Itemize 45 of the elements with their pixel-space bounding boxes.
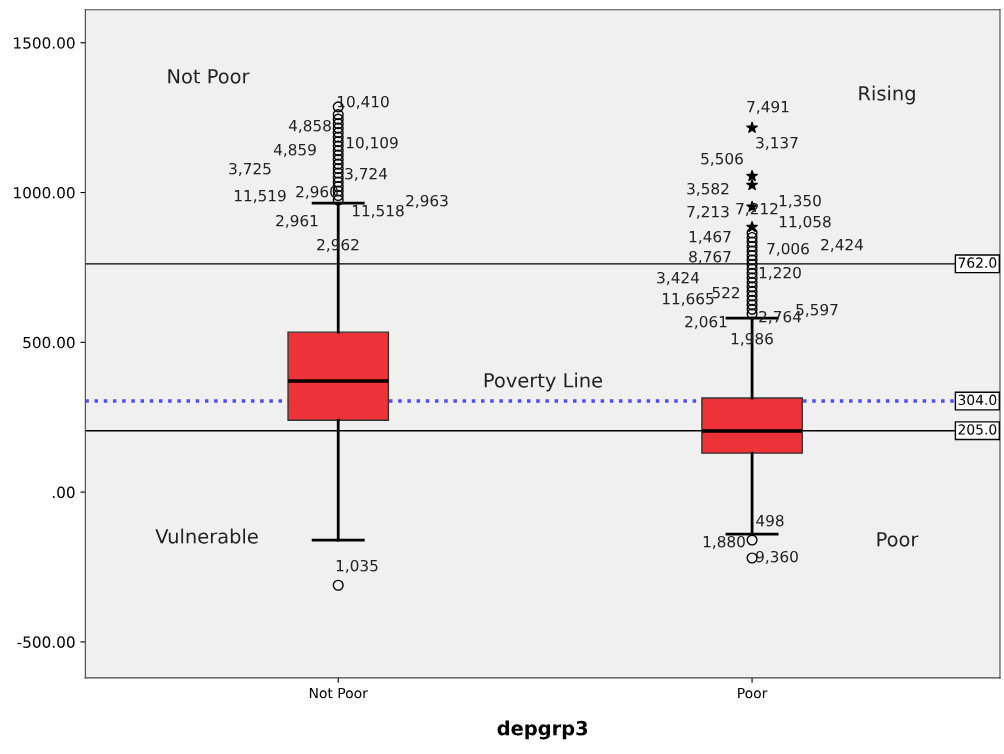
annotation: 8,767 bbox=[689, 250, 731, 264]
annotation: 7,006 bbox=[767, 242, 809, 256]
annotation: Poor bbox=[877, 532, 919, 547]
annotation: 1,880 bbox=[703, 535, 745, 549]
annotation: 11,519 bbox=[234, 189, 286, 203]
annotation: 3,724 bbox=[345, 167, 388, 181]
annotation: 4,859 bbox=[273, 143, 316, 157]
y-tick-label: 1500.00 bbox=[14, 37, 75, 49]
annotation: 10,410 bbox=[337, 95, 389, 109]
annotation: 2,424 bbox=[821, 238, 864, 252]
y-tick-label: 500.00 bbox=[23, 336, 75, 349]
annotation: 1,350 bbox=[779, 194, 821, 208]
y-tick-label: .00 bbox=[52, 486, 75, 499]
annotation: 3,424 bbox=[657, 271, 700, 285]
annotation: 2,061 bbox=[685, 315, 727, 329]
annotation: 7,213 bbox=[687, 205, 729, 219]
ref-line-label: 762.0 bbox=[958, 257, 997, 268]
annotation: 4,858 bbox=[288, 119, 331, 133]
annotation: 2,963 bbox=[406, 194, 448, 208]
annotation: 11,518 bbox=[352, 204, 404, 218]
annotation: Not Poor bbox=[168, 69, 250, 84]
annotation: 3,137 bbox=[756, 136, 798, 150]
annotation: Poverty Line bbox=[484, 372, 603, 392]
y-tick-label: 1000.00 bbox=[14, 187, 75, 199]
annotation: 10,109 bbox=[346, 136, 398, 150]
annotation: Rising bbox=[859, 85, 915, 105]
annotation: 1,035 bbox=[336, 559, 378, 573]
annotation: 7,212 bbox=[736, 202, 778, 216]
annotation: 2,961 bbox=[276, 214, 318, 228]
ref-line-label: 304.0 bbox=[958, 394, 997, 406]
annotation: 9,360 bbox=[756, 550, 798, 564]
annotation: 11,058 bbox=[779, 215, 831, 229]
annotation: 498 bbox=[756, 514, 784, 527]
annotation: 5,506 bbox=[701, 152, 743, 166]
x-axis-title: depgrp3 bbox=[497, 720, 588, 740]
ref-line-label: 205.0 bbox=[958, 424, 997, 435]
annotation: 3,582 bbox=[687, 182, 729, 196]
y-tick-label: -500.00 bbox=[17, 636, 75, 648]
annotation: 7,491 bbox=[747, 100, 789, 114]
annotation: 3,725 bbox=[229, 162, 271, 176]
annotation: 11,665 bbox=[662, 292, 714, 306]
annotation: 522 bbox=[712, 286, 740, 299]
annotation: Vulnerable bbox=[155, 528, 258, 544]
annotation: 1,220 bbox=[759, 266, 801, 280]
annotation: 1,467 bbox=[689, 230, 731, 244]
